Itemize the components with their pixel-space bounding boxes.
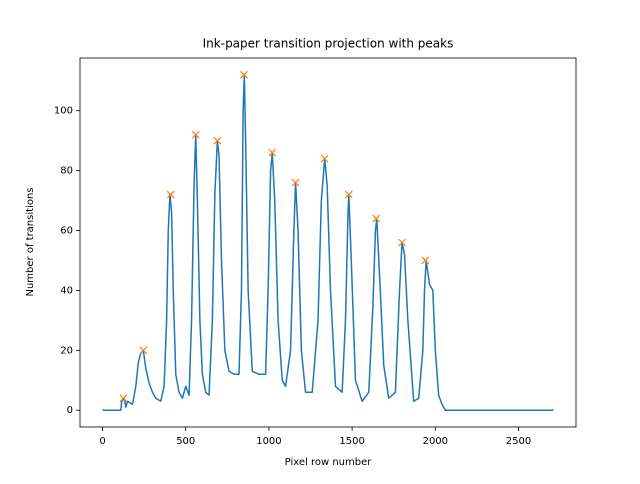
x-tick-label: 2500 [506, 436, 531, 447]
y-axis-label: Number of transitions [25, 187, 36, 296]
x-tick-label: 2000 [423, 436, 448, 447]
x-tick-label: 0 [99, 436, 105, 447]
y-tick-label: 40 [60, 285, 73, 296]
x-axis-label: Pixel row number [285, 457, 373, 468]
x-tick-label: 500 [176, 436, 195, 447]
line [102, 74, 554, 411]
peak-marker [291, 178, 300, 187]
y-tick-label: 20 [60, 345, 73, 356]
x-tick-label: 1500 [339, 436, 364, 447]
peak-marker [166, 190, 175, 199]
peak-marker [421, 256, 430, 265]
peak-marker [320, 154, 329, 163]
y-tick-label: 80 [60, 166, 73, 177]
peak-marker [372, 214, 381, 223]
peak-marker [344, 190, 353, 199]
y-tick-label: 60 [60, 226, 73, 237]
chart-title: Ink-paper transition projection with pea… [203, 37, 454, 51]
y-tick-label: 100 [54, 106, 73, 117]
peak-marker [119, 394, 128, 403]
peak-marker [240, 70, 248, 79]
peak-marker [191, 130, 200, 139]
peak-marker [213, 136, 222, 145]
plot-frame [79, 57, 577, 428]
x-tick-label: 1000 [256, 436, 281, 447]
peak-marker [398, 238, 406, 247]
peak-marker [139, 346, 148, 355]
y-tick-label: 0 [67, 405, 73, 416]
peak-marker [268, 148, 277, 157]
